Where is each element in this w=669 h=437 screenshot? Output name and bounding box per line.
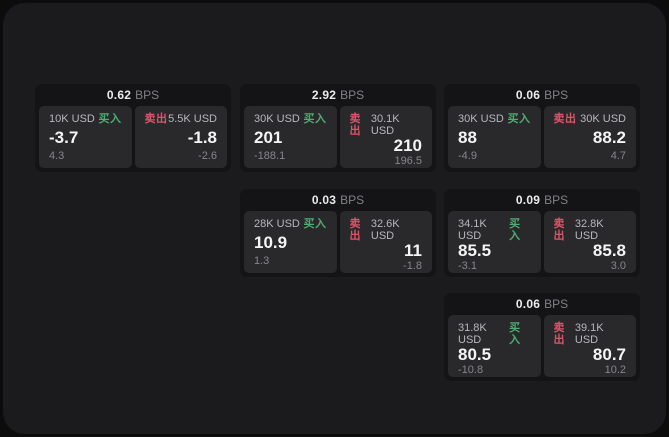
buy-side-label: 买入 bbox=[509, 322, 521, 346]
buy-notional: 28K USD bbox=[254, 218, 300, 230]
buy-price: 201 bbox=[254, 127, 283, 147]
buy-side-label: 买入 bbox=[509, 218, 521, 242]
quote-card: 0.62 BPS 10K USD 买入 -3.7 4.3 卖出 5.5K USD… bbox=[35, 84, 231, 172]
sell-delta: -2.6 bbox=[198, 150, 217, 162]
quote-tiles: 28K USD 买入 10.9 1.3 卖出 32.6K USD 11 -1.8 bbox=[240, 211, 436, 273]
buy-delta: -188.1 bbox=[254, 150, 286, 162]
buy-notional: 31.8K USD bbox=[458, 322, 487, 346]
sell-tile[interactable]: 卖出 30.1K USD 210 196.5 bbox=[339, 106, 432, 168]
buy-side-label: 买入 bbox=[303, 218, 327, 230]
sell-notional: 30K USD bbox=[580, 113, 626, 125]
sell-notional: 32.6K USD bbox=[370, 218, 400, 242]
sell-notional: 5.5K USD bbox=[168, 113, 217, 125]
sell-side-label: 卖出 bbox=[349, 218, 361, 242]
buy-delta: -4.9 bbox=[458, 150, 477, 162]
sell-price: 80.7 bbox=[592, 345, 626, 364]
sell-price: 11 bbox=[404, 241, 422, 260]
sell-delta: -1.8 bbox=[403, 260, 422, 272]
quote-card: 0.06 BPS 31.8K USD 买入 80.5 -10.8 卖出 39.1… bbox=[444, 293, 640, 381]
buy-notional: 10K USD bbox=[49, 113, 95, 125]
bps-unit-label: BPS bbox=[544, 193, 569, 207]
buy-side-label: 买入 bbox=[98, 113, 122, 125]
buy-tile[interactable]: 28K USD 买入 10.9 1.3 bbox=[244, 211, 337, 273]
quote-tiles: 30K USD 买入 88 -4.9 卖出 30K USD 88.2 4.7 bbox=[444, 106, 640, 168]
sell-tile[interactable]: 卖出 30K USD 88.2 4.7 bbox=[543, 106, 636, 168]
bps-unit-label: BPS bbox=[544, 297, 569, 311]
sell-price: 88.2 bbox=[592, 127, 626, 147]
sell-side-label: 卖出 bbox=[349, 113, 361, 137]
sell-side-label: 卖出 bbox=[553, 113, 577, 125]
sell-notional: 32.8K USD bbox=[574, 218, 604, 242]
bps-header: 0.09 BPS bbox=[444, 189, 640, 211]
quote-tiles: 10K USD 买入 -3.7 4.3 卖出 5.5K USD -1.8 -2.… bbox=[35, 106, 231, 168]
sell-tile[interactable]: 卖出 5.5K USD -1.8 -2.6 bbox=[134, 106, 227, 168]
buy-notional: 30K USD bbox=[458, 113, 504, 125]
bps-header: 0.62 BPS bbox=[35, 84, 231, 106]
buy-tile[interactable]: 30K USD 买入 201 -188.1 bbox=[244, 106, 337, 168]
buy-price: 10.9 bbox=[254, 232, 288, 252]
bps-value: 2.92 bbox=[311, 88, 337, 102]
bps-value: 0.62 bbox=[106, 88, 132, 102]
sell-delta: 10.2 bbox=[604, 364, 626, 376]
buy-price: 85.5 bbox=[458, 241, 492, 260]
sell-tile[interactable]: 卖出 32.6K USD 11 -1.8 bbox=[339, 211, 432, 273]
sell-side-label: 卖出 bbox=[553, 322, 565, 346]
bps-value: 0.03 bbox=[311, 193, 337, 207]
bps-header: 0.06 BPS bbox=[444, 84, 640, 106]
sell-price: -1.8 bbox=[187, 127, 217, 147]
buy-notional: 30K USD bbox=[254, 113, 300, 125]
sell-notional: 39.1K USD bbox=[574, 322, 604, 346]
bps-header: 2.92 BPS bbox=[240, 84, 436, 106]
sell-price: 210 bbox=[393, 136, 422, 155]
buy-tile[interactable]: 30K USD 买入 88 -4.9 bbox=[448, 106, 541, 168]
sell-delta: 196.5 bbox=[394, 155, 422, 167]
buy-side-label: 买入 bbox=[303, 113, 327, 125]
buy-delta: 1.3 bbox=[254, 255, 270, 267]
quote-tiles: 31.8K USD 买入 80.5 -10.8 卖出 39.1K USD 80.… bbox=[444, 315, 640, 377]
buy-price: 88 bbox=[458, 127, 477, 147]
bps-unit-label: BPS bbox=[340, 193, 365, 207]
buy-tile[interactable]: 34.1K USD 买入 85.5 -3.1 bbox=[448, 211, 541, 273]
bps-header: 0.03 BPS bbox=[240, 189, 436, 211]
sell-price: 85.8 bbox=[592, 241, 626, 260]
quote-card: 0.03 BPS 28K USD 买入 10.9 1.3 卖出 32.6K US… bbox=[240, 189, 436, 277]
sell-delta: 3.0 bbox=[610, 260, 626, 272]
sell-notional: 30.1K USD bbox=[370, 113, 400, 137]
sell-side-label: 卖出 bbox=[553, 218, 565, 242]
buy-notional: 34.1K USD bbox=[458, 218, 487, 242]
bps-value: 0.06 bbox=[515, 88, 541, 102]
buy-tile[interactable]: 10K USD 买入 -3.7 4.3 bbox=[39, 106, 132, 168]
bps-value: 0.06 bbox=[515, 297, 541, 311]
buy-tile[interactable]: 31.8K USD 买入 80.5 -10.8 bbox=[448, 315, 541, 377]
bps-unit-label: BPS bbox=[135, 88, 160, 102]
buy-price: -3.7 bbox=[49, 127, 79, 147]
bps-unit-label: BPS bbox=[340, 88, 365, 102]
buy-side-label: 买入 bbox=[507, 113, 531, 125]
bps-header: 0.06 BPS bbox=[444, 293, 640, 315]
quote-card: 2.92 BPS 30K USD 买入 201 -188.1 卖出 30.1K … bbox=[240, 84, 436, 172]
bps-value: 0.09 bbox=[515, 193, 541, 207]
sell-side-label: 卖出 bbox=[144, 113, 168, 125]
bps-unit-label: BPS bbox=[544, 88, 569, 102]
quote-card: 0.06 BPS 30K USD 买入 88 -4.9 卖出 30K USD 8… bbox=[444, 84, 640, 172]
sell-delta: 4.7 bbox=[610, 150, 626, 162]
buy-price: 80.5 bbox=[458, 345, 492, 364]
buy-delta: -3.1 bbox=[458, 260, 477, 272]
sell-tile[interactable]: 卖出 32.8K USD 85.8 3.0 bbox=[543, 211, 636, 273]
quote-tiles: 30K USD 买入 201 -188.1 卖出 30.1K USD 210 1… bbox=[240, 106, 436, 168]
buy-delta: 4.3 bbox=[49, 150, 65, 162]
quote-card: 0.09 BPS 34.1K USD 买入 85.5 -3.1 卖出 32.8K… bbox=[444, 189, 640, 277]
buy-delta: -10.8 bbox=[458, 364, 484, 376]
sell-tile[interactable]: 卖出 39.1K USD 80.7 10.2 bbox=[543, 315, 636, 377]
quote-tiles: 34.1K USD 买入 85.5 -3.1 卖出 32.8K USD 85.8… bbox=[444, 211, 640, 273]
